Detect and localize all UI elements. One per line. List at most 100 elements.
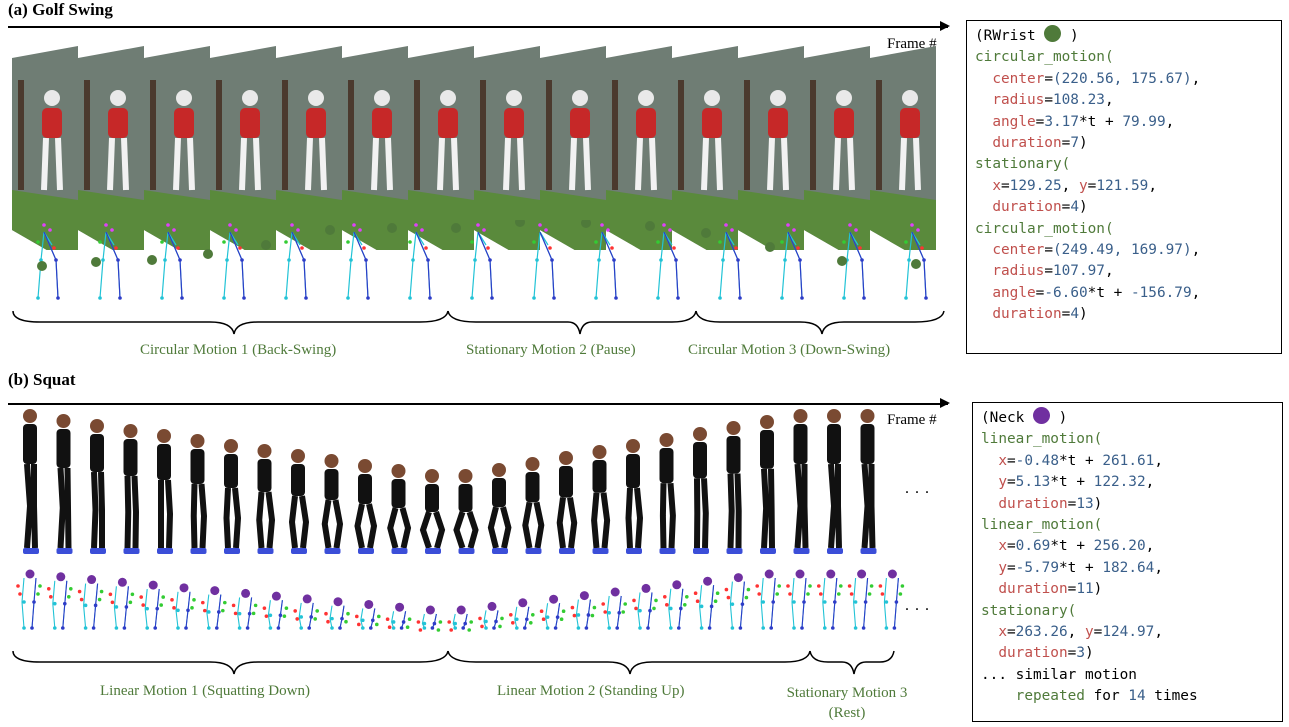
- program-function-call: circular_motion(: [975, 49, 1114, 66]
- program-argument-line: x=129.25, y=121.59,: [992, 177, 1157, 194]
- pose-skeleton: [539, 594, 566, 630]
- pose-skeleton: [837, 223, 866, 300]
- neck-joint-marker: [241, 588, 251, 598]
- rwrist-joint-marker: [325, 225, 335, 235]
- golf-segment-label-2: Stationary Motion 2 (Pause): [466, 342, 636, 358]
- frame-axis-label-squat: Frame #: [887, 412, 937, 428]
- squat-figure: [223, 439, 242, 554]
- program-argument-line: y=-5.79*t + 182.64,: [998, 559, 1163, 576]
- squat-figure: [860, 409, 877, 554]
- rwrist-joint-marker: [911, 259, 921, 269]
- squat-figure: [157, 429, 174, 554]
- squat-figure: [556, 451, 578, 554]
- program-argument-line: y=5.13*t + 122.32,: [998, 474, 1155, 491]
- rwrist-joint-marker: [261, 240, 271, 250]
- squat-figure: [625, 439, 644, 554]
- pose-skeleton: [447, 605, 474, 632]
- pose-skeleton: [765, 223, 804, 300]
- squat-program-footer-2: repeated for 14 times: [1015, 688, 1198, 705]
- pose-skeleton: [570, 591, 597, 630]
- pose-skeleton: [509, 598, 535, 630]
- neck-joint-marker: [210, 586, 220, 596]
- program-argument-line: angle=3.17*t + 79.99,: [992, 113, 1175, 130]
- program-argument-line: duration=4): [992, 306, 1088, 323]
- video-frame: [276, 46, 342, 250]
- neck-joint-marker: [826, 569, 836, 579]
- squat-figure: [760, 415, 776, 554]
- rwrist-joint-marker: [147, 255, 157, 265]
- neck-joint-marker: [887, 569, 897, 579]
- program-function-call: linear_motion(: [981, 431, 1103, 448]
- rwrist-joint-marker: [645, 221, 655, 231]
- pose-skeleton: [755, 569, 781, 630]
- video-frame: [606, 46, 672, 250]
- program-argument-line: duration=13): [998, 495, 1103, 512]
- squat-figure: [123, 424, 140, 554]
- squat-figure: [793, 409, 810, 554]
- pose-skeleton: [77, 575, 104, 630]
- squat-figure: [256, 444, 276, 554]
- pose-skeleton: [817, 569, 843, 630]
- program-argument-line: radius=107.97,: [992, 263, 1114, 280]
- squat-figure: [693, 427, 709, 554]
- pose-skeleton: [478, 601, 504, 630]
- program-argument-line: radius=108.23,: [992, 92, 1114, 109]
- pose-skeleton: [16, 569, 42, 630]
- neck-joint-marker: [271, 591, 281, 601]
- program-argument-line: x=-0.48*t + 261.61,: [998, 452, 1163, 469]
- neck-joint-dot: [1032, 407, 1050, 424]
- video-frame: [12, 46, 78, 250]
- pose-skeleton: [139, 580, 165, 630]
- brace-segment-1: [12, 310, 449, 335]
- pose-skeleton: [293, 594, 320, 630]
- brace-segment-2: [447, 650, 811, 675]
- program-argument-line: center=(220.56, 175.67),: [992, 70, 1201, 87]
- squat-figure: [487, 463, 512, 554]
- squat-figure: [90, 419, 106, 554]
- rwrist-joint-marker: [701, 228, 711, 238]
- squat-figure: [190, 434, 208, 554]
- program-argument-line: duration=3): [998, 645, 1094, 662]
- squat-figure: [23, 409, 39, 554]
- panel-a-title: (a) Golf Swing: [8, 0, 113, 19]
- neck-joint-marker: [425, 605, 435, 615]
- panel-b-title: (b) Squat: [8, 370, 76, 389]
- pose-skeleton: [170, 583, 196, 630]
- squat-figure: [659, 433, 676, 554]
- squat-figure: [288, 449, 310, 554]
- squat-segment-label-3: Stationary Motion 3 (Rest): [786, 685, 908, 721]
- pose-skeleton: [878, 569, 905, 630]
- neck-joint-marker: [87, 575, 97, 585]
- golf-segment-label-1: Circular Motion 1 (Back-Swing): [140, 342, 337, 358]
- program-argument-line: angle=-6.60*t + -156.79,: [992, 284, 1201, 301]
- pose-skeleton: [601, 587, 627, 630]
- program-function-call: stationary(: [975, 156, 1071, 173]
- neck-joint-marker: [364, 599, 374, 609]
- program-argument-line: x=0.69*t + 256.20,: [998, 538, 1155, 555]
- program-function-call: linear_motion(: [981, 517, 1103, 534]
- neck-joint-marker: [395, 602, 405, 612]
- pose-skeleton: [451, 223, 494, 300]
- neck-joint-marker: [579, 591, 589, 601]
- neck-joint-marker: [641, 583, 651, 593]
- pose-skeleton: [325, 223, 370, 300]
- neck-joint-marker: [703, 576, 713, 586]
- frame-axis-label-golf: Frame #: [887, 36, 937, 52]
- pose-skeleton: [663, 580, 689, 630]
- squat-segment-label-1: Linear Motion 1 (Squatting Down): [100, 683, 310, 699]
- program-argument-line: duration=11): [998, 581, 1103, 598]
- neck-joint-marker: [518, 598, 528, 608]
- pose-skeleton: [36, 223, 60, 300]
- video-frame: [672, 46, 738, 250]
- pose-skeleton: [324, 597, 350, 630]
- pose-skeleton: [701, 223, 742, 300]
- neck-joint-marker: [179, 583, 189, 593]
- rwrist-joint-marker: [515, 220, 525, 227]
- squat-figure: [56, 414, 73, 554]
- neck-joint-marker: [672, 580, 682, 590]
- program-function-call: stationary(: [981, 602, 1077, 619]
- program-argument-line: duration=7): [992, 135, 1088, 152]
- squat-segment-braces: [12, 650, 895, 675]
- pose-skeleton: [416, 605, 443, 632]
- rwrist-joint-marker: [37, 261, 47, 271]
